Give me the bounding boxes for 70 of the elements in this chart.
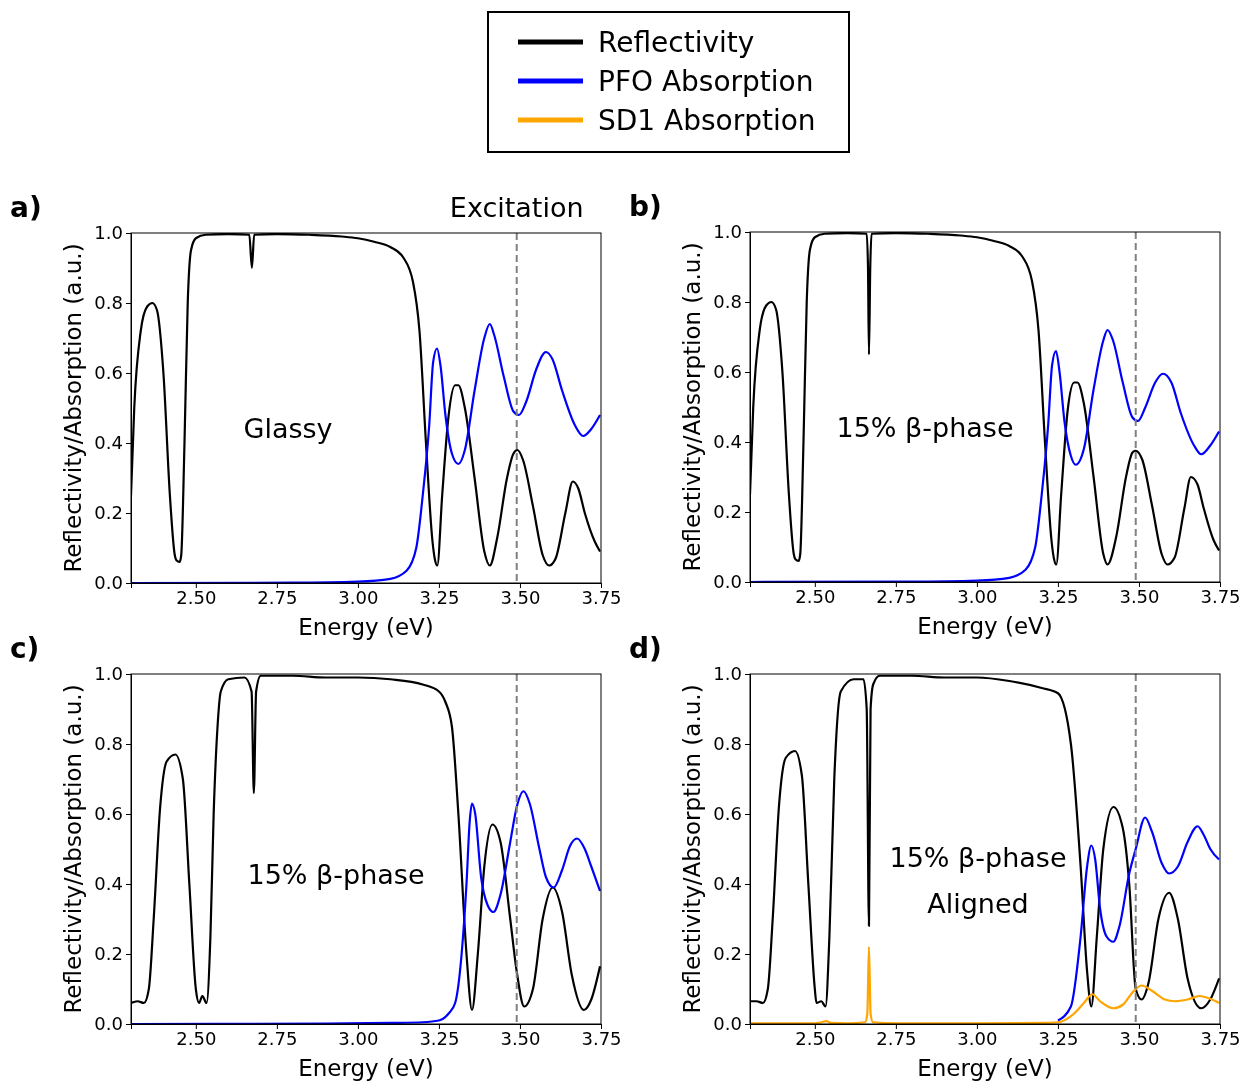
legend-label: Reflectivity bbox=[598, 26, 755, 59]
y-tick-label: 0.4 bbox=[94, 432, 123, 454]
y-tick-label: 0.6 bbox=[713, 361, 742, 383]
x-tick-label: 3.50 bbox=[1119, 585, 1160, 607]
annotation: 15% β-phase bbox=[836, 412, 1014, 443]
x-tick-label: 3.00 bbox=[338, 1027, 379, 1049]
y-tick-label: 0.6 bbox=[94, 362, 123, 384]
annotation: 15% β-phase bbox=[247, 859, 425, 890]
chart-title: d) bbox=[629, 632, 662, 665]
x-tick-label: 3.00 bbox=[338, 586, 379, 608]
x-tick-label: 3.25 bbox=[1038, 1027, 1079, 1049]
y-tick-label: 1.0 bbox=[713, 221, 742, 243]
ref-line-label: Excitation bbox=[449, 192, 584, 223]
y-axis-title: Reflectivity/Absorption (a.u.) bbox=[60, 684, 86, 1014]
x-tick-label: 2.75 bbox=[876, 1027, 917, 1049]
y-tick-label: 1.0 bbox=[713, 663, 742, 685]
y-tick-label: 0.0 bbox=[94, 572, 123, 594]
y-tick-label: 0.8 bbox=[94, 733, 123, 755]
x-tick-label: 2.50 bbox=[176, 586, 217, 608]
y-tick-label: 0.0 bbox=[713, 571, 742, 593]
chart-title: b) bbox=[629, 190, 662, 223]
x-tick-label: 2.75 bbox=[257, 1027, 298, 1049]
x-axis-title: Energy (eV) bbox=[298, 614, 434, 640]
x-tick-label: 2.50 bbox=[795, 585, 836, 607]
x-axis-title: Energy (eV) bbox=[298, 1055, 434, 1081]
annotation: Aligned bbox=[927, 888, 1029, 919]
y-tick-label: 0.0 bbox=[713, 1013, 742, 1035]
annotation: 15% β-phase bbox=[889, 842, 1067, 873]
x-tick-label: 3.25 bbox=[1038, 585, 1079, 607]
y-tick-label: 0.2 bbox=[94, 943, 123, 965]
y-tick-label: 0.6 bbox=[713, 803, 742, 825]
x-axis-title: Energy (eV) bbox=[917, 613, 1053, 639]
x-tick-label: 2.50 bbox=[795, 1027, 836, 1049]
y-tick-label: 0.0 bbox=[94, 1013, 123, 1035]
x-tick-label: 3.50 bbox=[1119, 1027, 1160, 1049]
y-tick-label: 0.2 bbox=[713, 943, 742, 965]
x-tick-label: 3.50 bbox=[500, 1027, 541, 1049]
x-tick-label: 3.75 bbox=[1200, 1027, 1241, 1049]
y-tick-label: 0.6 bbox=[94, 803, 123, 825]
y-tick-label: 0.2 bbox=[94, 502, 123, 524]
y-tick-label: 0.4 bbox=[713, 873, 742, 895]
x-tick-label: 3.50 bbox=[500, 586, 541, 608]
x-tick-label: 3.25 bbox=[419, 1027, 460, 1049]
y-axis-title: Reflectivity/Absorption (a.u.) bbox=[679, 242, 705, 572]
x-axis-title: Energy (eV) bbox=[917, 1055, 1053, 1081]
x-tick-label: 3.25 bbox=[419, 586, 460, 608]
y-tick-label: 1.0 bbox=[94, 222, 123, 244]
line-series bbox=[750, 945, 1220, 1024]
y-tick-label: 0.8 bbox=[713, 733, 742, 755]
y-tick-label: 1.0 bbox=[94, 663, 123, 685]
annotation: Glassy bbox=[243, 413, 333, 444]
x-tick-label: 3.75 bbox=[581, 1027, 622, 1049]
y-axis-title: Reflectivity/Absorption (a.u.) bbox=[679, 684, 705, 1014]
x-tick-label: 3.75 bbox=[1200, 585, 1241, 607]
y-tick-label: 0.2 bbox=[713, 501, 742, 523]
legend-label: SD1 Absorption bbox=[598, 104, 816, 137]
x-tick-label: 2.50 bbox=[176, 1027, 217, 1049]
x-tick-label: 2.75 bbox=[876, 585, 917, 607]
y-tick-label: 0.8 bbox=[713, 291, 742, 313]
chart-title: a) bbox=[10, 191, 42, 224]
x-tick-label: 2.75 bbox=[257, 586, 298, 608]
x-tick-label: 3.00 bbox=[957, 1027, 998, 1049]
y-tick-label: 0.4 bbox=[713, 431, 742, 453]
legend-label: PFO Absorption bbox=[598, 65, 814, 98]
y-tick-label: 0.8 bbox=[94, 292, 123, 314]
chart-title: c) bbox=[10, 632, 40, 665]
x-tick-label: 3.00 bbox=[957, 585, 998, 607]
y-axis-title: Reflectivity/Absorption (a.u.) bbox=[60, 243, 86, 573]
y-tick-label: 0.4 bbox=[94, 873, 123, 895]
x-tick-label: 3.75 bbox=[581, 586, 622, 608]
